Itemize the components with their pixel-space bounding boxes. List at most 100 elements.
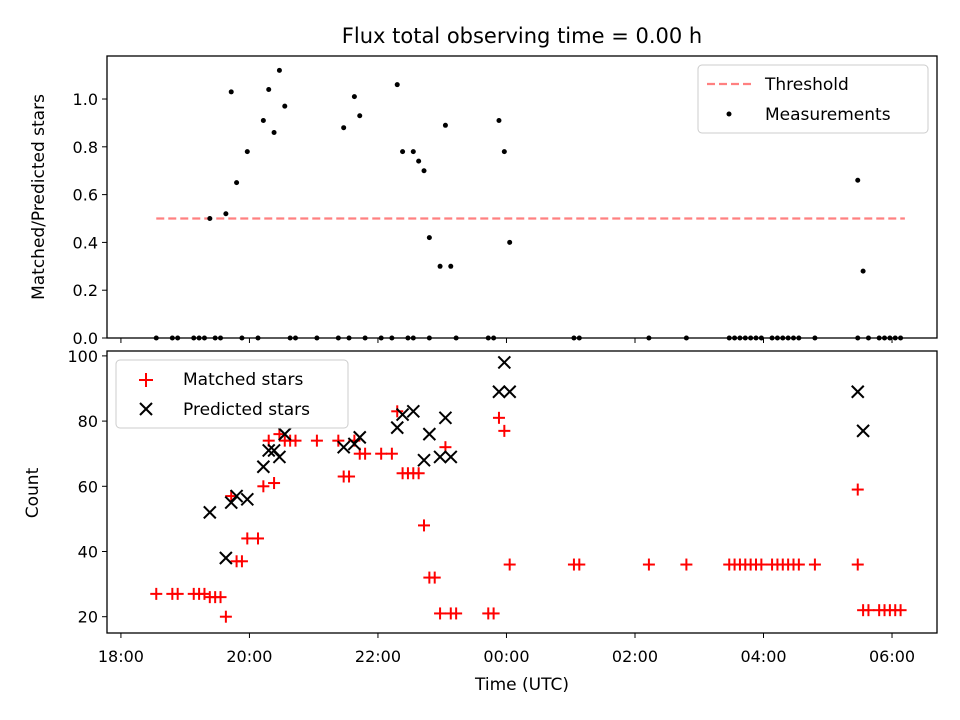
predicted-star-point — [203, 505, 217, 520]
legend-label-threshold: Threshold — [764, 75, 849, 95]
measurement-point — [855, 177, 861, 183]
measurement-point — [394, 82, 400, 88]
x-tick-label: 02:00 — [612, 647, 658, 666]
measurement-point — [860, 268, 866, 274]
matched-star-point — [492, 411, 505, 424]
predicted-star-point — [272, 450, 287, 464]
bottom-plot-marks — [150, 355, 907, 623]
top-legend: Threshold Measurements — [697, 64, 929, 134]
matched-star-point — [434, 607, 447, 620]
measurement-point — [410, 149, 416, 155]
matched-star-point — [680, 558, 693, 571]
top-x-ticks — [120, 338, 893, 343]
bottom-y-tick-label: 80 — [78, 412, 98, 431]
matched-star-point — [257, 480, 270, 493]
predicted-star-point — [492, 385, 506, 399]
x-tick-label: 22:00 — [355, 647, 401, 666]
matched-star-point — [642, 558, 655, 571]
measurement-point — [507, 239, 513, 245]
predicted-star-point — [390, 420, 404, 435]
top-y-tick-label: 0.4 — [73, 233, 98, 252]
predicted-star-point — [438, 411, 453, 425]
x-tick-label: 04:00 — [740, 647, 786, 666]
predicted-star-point — [497, 355, 512, 370]
matched-star-point — [268, 477, 281, 490]
legend-predicted-marker — [139, 402, 153, 416]
matched-star-point — [862, 604, 875, 617]
top-y-axis-label: Matched/Predicted stars — [29, 94, 49, 300]
chart-title: Flux total observing time = 0.00 h — [342, 24, 702, 48]
matched-star-point — [385, 447, 398, 460]
measurement-point — [496, 118, 502, 124]
bottom-x-ticks: 18:00 20:00 22:00 00:00 02:00 04:00 06:00 — [98, 633, 915, 666]
top-axes: 0.0 0.2 0.4 0.6 0.8 1.0 Matched/Predicted sta… — [29, 55, 938, 348]
measurement-point — [228, 89, 234, 95]
predicted-star-point — [417, 453, 431, 467]
predicted-star-point — [256, 460, 271, 474]
matched-star-point — [289, 434, 302, 447]
matched-star-point — [150, 587, 163, 600]
measurement-point — [223, 211, 229, 217]
bottom-y-ticks: 20 40 60 80 100 — [67, 347, 107, 627]
predicted-star-point — [278, 427, 292, 441]
top-y-tick-label: 0.0 — [73, 329, 98, 348]
matched-star-point — [412, 467, 425, 480]
predicted-star-point — [353, 430, 367, 445]
predicted-star-point — [851, 385, 865, 399]
measurement-point — [357, 113, 363, 119]
matched-star-point — [252, 532, 265, 545]
bottom-y-tick-label: 100 — [67, 347, 98, 366]
matched-star-point — [792, 558, 805, 571]
x-axis-label: Time (UTC) — [474, 675, 569, 695]
top-y-tick-label: 0.6 — [73, 186, 98, 205]
x-tick-label: 06:00 — [869, 647, 915, 666]
top-y-tick-label: 0.8 — [73, 138, 98, 157]
predicted-star-point — [856, 424, 870, 438]
matched-star-point — [428, 571, 441, 584]
matched-star-point — [241, 532, 254, 545]
measurement-point — [400, 149, 406, 155]
legend-label-measurements: Measurements — [765, 105, 891, 125]
measurement-point — [282, 103, 288, 109]
measurement-point — [442, 122, 448, 128]
predicted-star-point — [240, 492, 255, 507]
matched-star-point — [487, 607, 500, 620]
measurement-point — [437, 263, 443, 269]
matched-star-point — [375, 447, 388, 460]
predicted-star-point — [262, 443, 276, 458]
matched-star-point — [755, 558, 768, 571]
measurement-point — [234, 180, 240, 186]
matched-star-point — [894, 604, 907, 617]
x-tick-label: 20:00 — [226, 647, 272, 666]
measurement-point — [271, 129, 277, 135]
bottom-plot-frame — [106, 350, 938, 634]
matched-star-point — [235, 555, 248, 568]
matched-star-point — [359, 447, 372, 460]
legend-label-matched: Matched stars — [183, 370, 303, 390]
predicted-star-point — [406, 404, 421, 419]
top-plot-frame — [106, 55, 938, 339]
predicted-star-point — [433, 450, 447, 464]
bottom-y-tick-label: 60 — [78, 477, 98, 496]
predicted-star-point — [502, 385, 517, 399]
matched-star-point — [851, 558, 864, 571]
measurement-point — [448, 263, 454, 269]
top-y-ticks: 0.0 0.2 0.4 0.6 0.8 1.0 — [73, 90, 107, 348]
measurement-point — [266, 86, 272, 92]
top-y-tick-label: 1.0 — [73, 90, 98, 109]
matched-star-point — [310, 434, 323, 447]
matched-star-point — [391, 405, 404, 418]
measurement-point — [421, 168, 427, 174]
matched-star-point — [573, 558, 586, 571]
matched-star-point — [851, 483, 864, 496]
x-tick-label: 18:00 — [98, 647, 144, 666]
legend-measurements-marker — [726, 111, 732, 117]
top-plot-marks — [153, 67, 905, 341]
matched-star-point — [418, 519, 431, 532]
measurement-point — [207, 216, 213, 222]
measurement-point — [501, 149, 507, 155]
top-legend-box — [697, 64, 929, 134]
bottom-y-tick-label: 20 — [78, 608, 98, 627]
matched-star-point — [343, 470, 356, 483]
